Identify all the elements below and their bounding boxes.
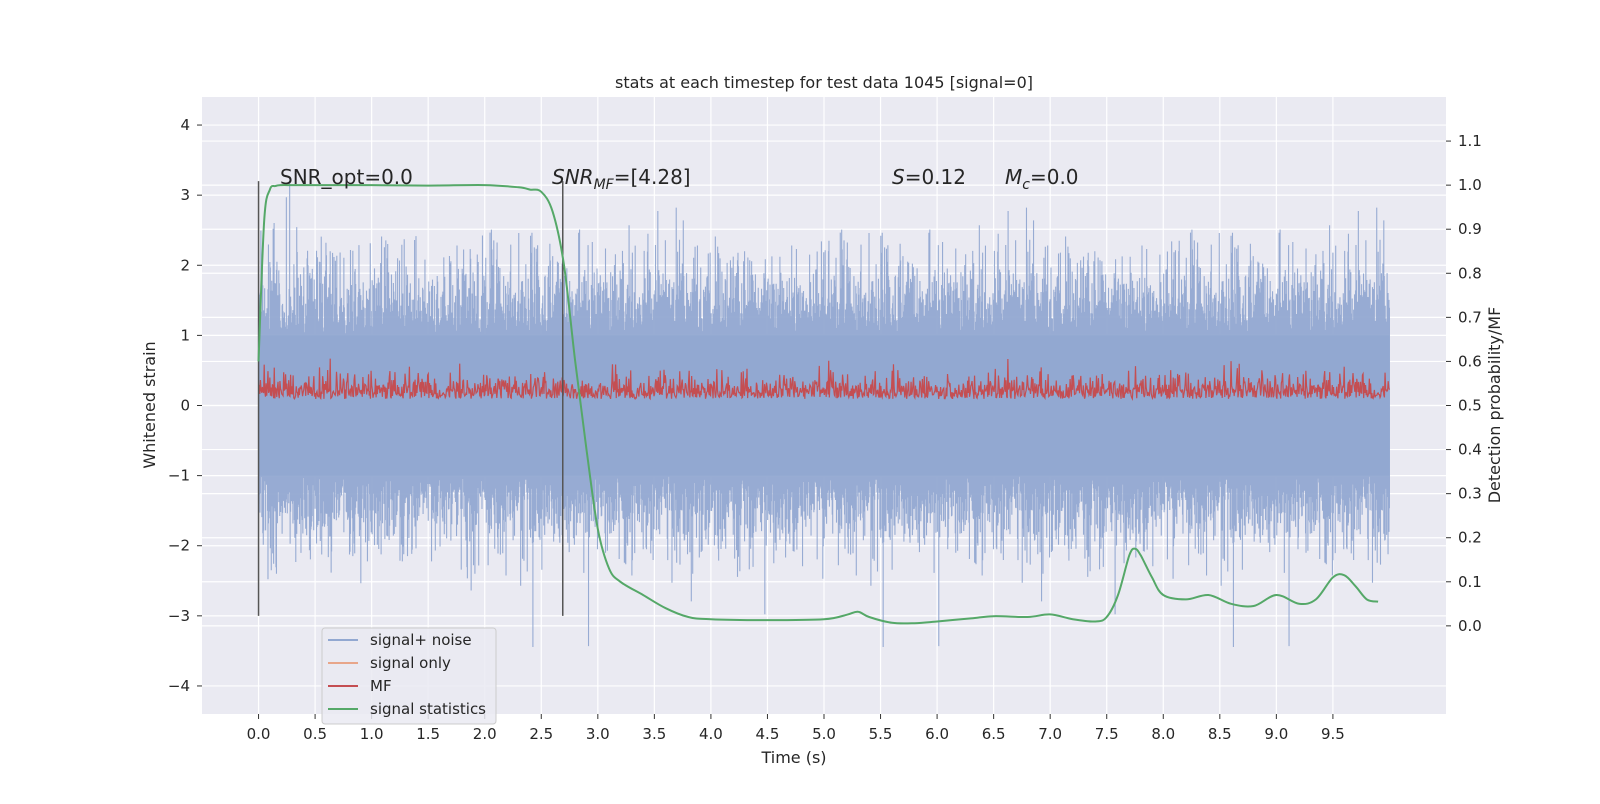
y-left-tick-label: 3: [180, 186, 190, 204]
legend-label-signal: signal only: [370, 654, 451, 672]
y-right-tick-label: 1.1: [1458, 132, 1482, 150]
y-right-axis-label: Detection probability/MF: [1485, 307, 1504, 504]
x-tick-label: 0.0: [247, 725, 271, 743]
x-tick-label: 4.5: [756, 725, 780, 743]
s-main: S: [892, 165, 905, 189]
annotation-snr-mf: SNRMF=[4.28]: [552, 165, 691, 193]
mc-main: M: [1005, 165, 1022, 189]
signal-noise-core-band: [258, 335, 1390, 476]
x-tick-label: 2.0: [473, 725, 497, 743]
y-left-tick-label: 2: [180, 256, 190, 274]
annotation-mc: Mc=0.0: [1005, 165, 1079, 193]
x-tick-label: 5.0: [812, 725, 836, 743]
snr-mf-main: SNR: [552, 165, 594, 189]
y-right-tick-label: 0.2: [1458, 529, 1482, 547]
x-tick-label: 1.0: [360, 725, 384, 743]
annotation-snr-opt: SNR_opt=0.0: [280, 165, 413, 189]
x-tick-label: 1.5: [416, 725, 440, 743]
x-tick-label: 2.5: [529, 725, 553, 743]
mf-layer: [257, 358, 1391, 401]
y-left-tick-label: −1: [168, 467, 190, 485]
snr-mf-value: =[4.28]: [614, 165, 691, 189]
y-left-tick-label: −2: [168, 537, 190, 555]
y-right-tick-label: 0.9: [1458, 220, 1482, 238]
x-tick-label: 3.5: [642, 725, 666, 743]
y-left-tick-label: 0: [180, 397, 190, 415]
mc-sub: c: [1022, 177, 1030, 193]
y-right-tick-label: 0.6: [1458, 352, 1482, 370]
stats-layer: [257, 184, 1379, 625]
y-right-tick-label: 0.8: [1458, 264, 1482, 282]
x-tick-label: 8.0: [1151, 725, 1175, 743]
mc-value: =0.0: [1030, 165, 1079, 189]
x-tick-label: 3.0: [586, 725, 610, 743]
y-left-tick-label: 1: [180, 326, 190, 344]
legend-box: [321, 627, 497, 725]
y-right-tick-label: 0.1: [1458, 573, 1482, 591]
y-left-axis-label: Whitened strain: [140, 341, 159, 468]
y-left-tick-label: −4: [168, 677, 190, 695]
x-tick-label: 9.5: [1321, 725, 1345, 743]
x-tick-label: 6.5: [982, 725, 1006, 743]
y-left-tick-label: 4: [180, 116, 190, 134]
y-right-tick-label: 0.7: [1458, 308, 1482, 326]
legend-label-mf: MF: [370, 677, 392, 695]
noise-layer: [258, 180, 1390, 647]
x-tick-label: 7.5: [1095, 725, 1119, 743]
legend-label-noise: signal+ noise: [370, 631, 472, 649]
annotation-s: S=0.12: [892, 165, 966, 189]
snr-mf-sub: MF: [594, 177, 615, 193]
x-tick-label: 7.0: [1038, 725, 1062, 743]
legend: signal+ noise signal only MF signal stat…: [321, 627, 497, 725]
tick-layer: 0.0 0.5 1.0 1.5 2.0 2.5 3.0 3.5 4.0 4.5 5.0 5.5 6.0 6…: [168, 116, 1482, 743]
legend-label-stats: signal statistics: [370, 700, 486, 718]
y-right-tick-label: 0.3: [1458, 485, 1482, 503]
chart-title: stats at each timestep for test data 104…: [615, 73, 1033, 92]
s-value: =0.12: [905, 165, 966, 189]
y-right-tick-label: 1.0: [1458, 176, 1482, 194]
signal-statistics-series: [257, 184, 1379, 625]
y-right-tick-label: 0.4: [1458, 441, 1482, 459]
x-tick-label: 9.0: [1264, 725, 1288, 743]
x-tick-label: 5.5: [869, 725, 893, 743]
x-tick-label: 4.0: [699, 725, 723, 743]
y-right-tick-label: 0.5: [1458, 397, 1482, 415]
x-tick-label: 8.5: [1208, 725, 1232, 743]
mf-series: [257, 358, 1391, 401]
x-tick-label: 0.5: [303, 725, 327, 743]
x-tick-label: 6.0: [925, 725, 949, 743]
x-axis-label: Time (s): [760, 748, 826, 767]
y-right-tick-label: 0.0: [1458, 617, 1482, 635]
y-left-tick-label: −3: [168, 607, 190, 625]
